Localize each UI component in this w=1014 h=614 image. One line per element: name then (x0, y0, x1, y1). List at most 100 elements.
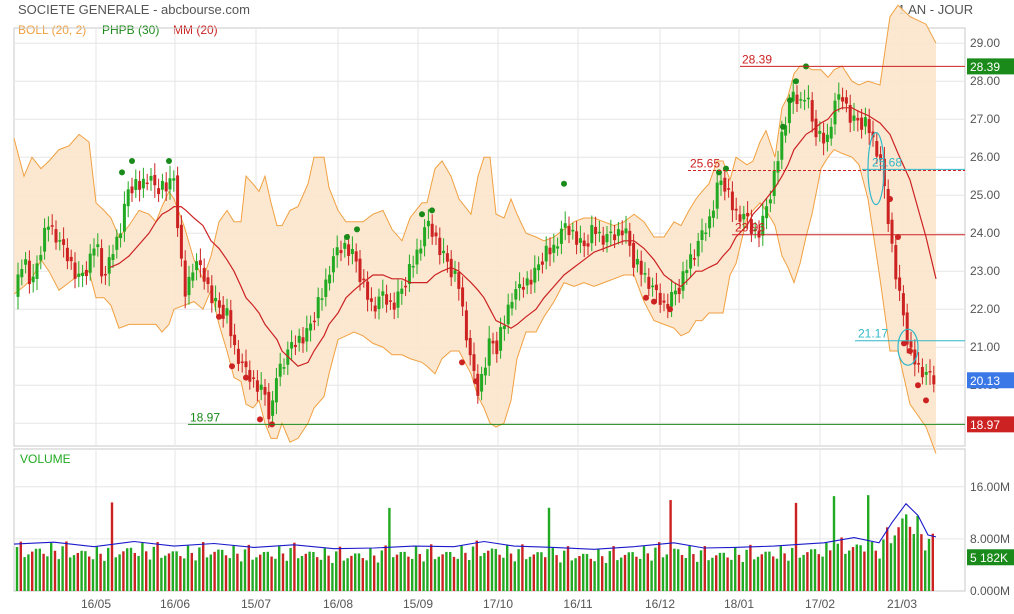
candle-body (692, 258, 696, 260)
candle-body (172, 178, 176, 181)
volume-bars (15, 495, 934, 591)
candle-body (620, 230, 624, 236)
value-tag-label-3: 5 182K (970, 551, 1008, 565)
volume-bar (715, 555, 718, 591)
value-tag-box-2 (967, 416, 1014, 433)
volume-bar (95, 546, 98, 591)
candle-body (138, 180, 142, 190)
volume-bar (270, 556, 273, 591)
x-tick-label-3: 16/08 (323, 597, 353, 611)
candle-body (803, 99, 807, 102)
volume-bar (635, 556, 638, 591)
volume-bar (642, 546, 646, 591)
volume-bar (437, 556, 440, 591)
volume-bar (810, 549, 813, 591)
volume-bar (186, 545, 190, 591)
candle-body (502, 325, 506, 330)
phpb-low-dot (459, 359, 465, 366)
phpb-low-dot (887, 196, 893, 202)
volume-bar (243, 549, 247, 591)
candle-body (335, 247, 339, 256)
candle-body (559, 228, 563, 244)
volume-bar (129, 547, 133, 591)
volume-bar (783, 553, 786, 591)
candle-body (913, 349, 917, 365)
y-tick-label-10: 29.00 (970, 36, 1000, 50)
candle-body (100, 248, 104, 277)
volume-bar (171, 551, 174, 591)
phpb-high-dot (419, 211, 425, 218)
volume-bar (745, 549, 748, 591)
candle-body (647, 276, 651, 289)
volume-bar (369, 548, 372, 591)
volume-bar (23, 557, 26, 591)
candle-body (920, 367, 924, 378)
candle-body (290, 342, 294, 349)
candle-body (727, 188, 731, 190)
candle-body (556, 246, 560, 249)
candle-body (787, 102, 791, 124)
candle-body (92, 248, 96, 256)
volume-bar (198, 547, 201, 591)
volume-bar (840, 537, 843, 591)
candle-body (122, 203, 126, 232)
volume-bar (308, 551, 311, 591)
phpb-high-dot (793, 78, 799, 85)
volume-bar (555, 555, 558, 591)
volume-bar (335, 551, 338, 591)
volume-bar (53, 550, 57, 591)
volume-bar (882, 539, 885, 591)
candle-body (84, 269, 88, 277)
volume-bar (441, 554, 444, 591)
candle-body (434, 232, 438, 237)
volume-bar (563, 550, 566, 591)
volume-bar (69, 557, 72, 591)
x-tick-label-6: 16/11 (563, 597, 592, 611)
candle-body (27, 260, 31, 285)
candle-body (73, 262, 77, 279)
volume-bar (46, 556, 49, 591)
volume-bar (247, 544, 250, 591)
volume-bar (832, 496, 836, 591)
candle-body (613, 234, 617, 241)
bollinger-lower-line (13, 148, 937, 454)
candle-body (320, 298, 324, 300)
candle-body (844, 97, 848, 104)
volume-bar (787, 560, 790, 591)
volume-bar (597, 549, 600, 591)
volume-bar (122, 551, 125, 591)
candle-body (423, 227, 427, 247)
volume-bar (905, 514, 908, 591)
volume-bar (167, 553, 171, 591)
volume-bar (346, 558, 349, 591)
volume-bar (692, 554, 695, 591)
x-tick-label-4: 15/09 (403, 597, 433, 611)
phpb-high-dot (354, 226, 360, 233)
volume-bar (897, 527, 900, 591)
candle-body (358, 258, 362, 282)
candle-body (472, 354, 476, 371)
candle-body (392, 302, 396, 310)
candle-body (202, 267, 206, 282)
volume-bar (817, 554, 820, 591)
volume-bar (551, 547, 554, 591)
volume-bar (468, 560, 471, 591)
candle-body (430, 223, 434, 237)
volume-bar (411, 558, 414, 591)
volume-bar (578, 556, 581, 591)
volume-bar (19, 541, 22, 591)
candle-body (407, 264, 411, 285)
candle-body (506, 304, 510, 325)
candle-body (43, 227, 47, 252)
volume-bar (893, 535, 896, 591)
volume-bar (931, 533, 934, 591)
candle-body (932, 375, 936, 385)
volume-bar (566, 546, 570, 591)
volume-bar (103, 560, 106, 591)
volume-bar (620, 557, 623, 591)
candle-body (274, 378, 278, 403)
value-tag-label-1: 20.13 (970, 374, 1000, 388)
volume-bar (665, 554, 668, 591)
volume-bar (878, 558, 881, 591)
candle-body (145, 182, 149, 185)
